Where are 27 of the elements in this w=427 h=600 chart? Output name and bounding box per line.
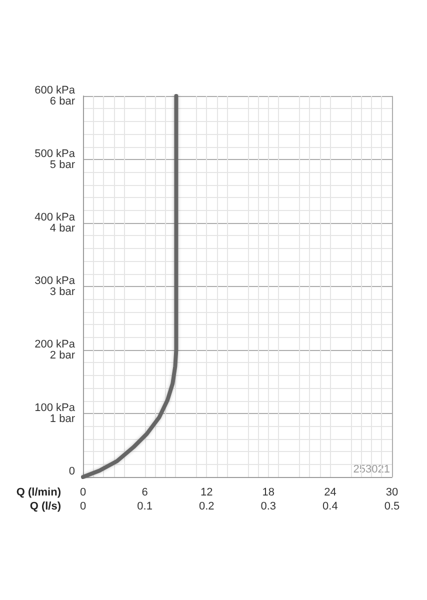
y2-tick-label: 3 bar — [50, 286, 76, 298]
y2-tick-label: 4 bar — [50, 222, 76, 234]
x2-tick-label: 0.5 — [384, 500, 400, 512]
x-axis-title: Q (l/min) — [16, 486, 62, 498]
x2-tick-label: 0.2 — [198, 500, 214, 512]
y-tick-label: 500 kPa — [34, 148, 76, 160]
y2-tick-label: 2 bar — [50, 350, 76, 362]
x-tick-label: 24 — [324, 486, 336, 498]
x-tick-label: 0 — [80, 486, 86, 498]
y2-tick-label: 1 bar — [50, 413, 76, 425]
y-tick-label: 300 kPa — [34, 275, 76, 287]
y-tick-label: 100 kPa — [34, 402, 76, 414]
x-tick-label: 12 — [200, 486, 213, 498]
x2-tick-label: 0.3 — [260, 500, 276, 512]
y2-tick-label: 5 bar — [50, 159, 76, 171]
x2-tick-label: 0 — [80, 500, 86, 512]
y-tick-label: 400 kPa — [34, 212, 76, 224]
x2-tick-label: 0.1 — [137, 500, 152, 512]
y2-tick-label: 6 bar — [50, 96, 76, 108]
x-tick-label: 30 — [386, 486, 398, 498]
y-tick-label: 0 — [68, 466, 75, 478]
x-tick-label: 6 — [142, 486, 148, 498]
y-tick-label: 600 kPa — [34, 84, 76, 96]
x2-axis-title: Q (l/s) — [30, 500, 62, 512]
x2-tick-label: 0.4 — [322, 500, 338, 512]
x-tick-label: 18 — [262, 486, 275, 498]
y-tick-label: 200 kPa — [34, 338, 76, 350]
